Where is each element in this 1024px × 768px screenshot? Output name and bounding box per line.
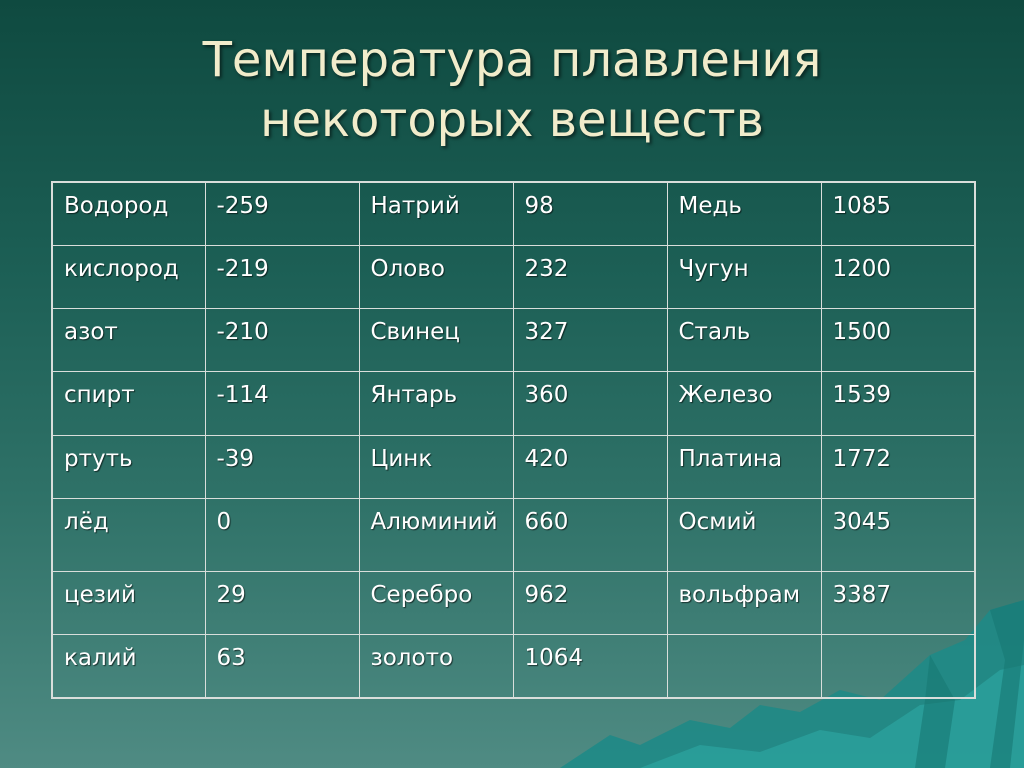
table-cell: 3045 xyxy=(820,497,976,572)
table-cell: кислород xyxy=(51,245,206,310)
title-line-1: Температура плавления xyxy=(202,32,822,88)
table-cell: Медь xyxy=(666,181,822,247)
table-cell: -114 xyxy=(204,371,360,436)
table-cell: Сталь xyxy=(666,308,822,373)
table-cell: -210 xyxy=(204,308,360,373)
table-cell: -219 xyxy=(204,245,360,310)
table-cell: спирт xyxy=(51,371,206,436)
table-cell: Олово xyxy=(358,245,514,310)
table-cell: Платина xyxy=(666,434,822,499)
table-cell xyxy=(666,633,822,699)
table-cell: Янтарь xyxy=(358,371,514,436)
table-cell: 1064 xyxy=(512,633,668,699)
table-row: Водород -259 Натрий 98 Медь 1085 xyxy=(51,181,976,247)
table-cell: Цинк xyxy=(358,434,514,499)
table-cell: 0 xyxy=(204,497,360,572)
table-cell: лёд xyxy=(51,497,206,572)
table-cell: Натрий xyxy=(358,181,514,247)
table-row: ртуть -39 Цинк 420 Платина 1772 xyxy=(51,434,976,499)
table-cell: цезий xyxy=(51,570,206,635)
table-row: лёд 0 Алюминий 660 Осмий 3045 xyxy=(51,497,976,572)
table-cell: Железо xyxy=(666,371,822,436)
table-cell: 98 xyxy=(512,181,668,247)
table-row: цезий 29 Серебро 962 вольфрам 3387 xyxy=(51,570,976,635)
table-cell: 29 xyxy=(204,570,360,635)
table-cell: 3387 xyxy=(820,570,976,635)
table-cell: Серебро xyxy=(358,570,514,635)
table-cell: -259 xyxy=(204,181,360,247)
table-cell: 420 xyxy=(512,434,668,499)
table-cell: -39 xyxy=(204,434,360,499)
table-cell: 360 xyxy=(512,371,668,436)
table-row: спирт -114 Янтарь 360 Железо 1539 xyxy=(51,371,976,436)
table-cell: калий xyxy=(51,633,206,699)
table-cell: 1539 xyxy=(820,371,976,436)
table-cell: вольфрам xyxy=(666,570,822,635)
table-cell: 63 xyxy=(204,633,360,699)
table-row: азот -210 Свинец 327 Сталь 1500 xyxy=(51,308,976,373)
table-cell: 1085 xyxy=(820,181,976,247)
table-cell: ртуть xyxy=(51,434,206,499)
table-cell: 1200 xyxy=(820,245,976,310)
table-cell: золото xyxy=(358,633,514,699)
table-cell: Свинец xyxy=(358,308,514,373)
table-cell: 660 xyxy=(512,497,668,572)
melting-point-table: Водород -259 Натрий 98 Медь 1085 кислоро… xyxy=(51,181,976,699)
table-cell: Чугун xyxy=(666,245,822,310)
table-cell: 232 xyxy=(512,245,668,310)
table-cell: азот xyxy=(51,308,206,373)
table-row: калий 63 золото 1064 xyxy=(51,633,976,699)
table-cell: Осмий xyxy=(666,497,822,572)
table-cell: 962 xyxy=(512,570,668,635)
table-cell: Алюминий xyxy=(358,497,514,572)
slide-title: Температура плавления некоторых веществ xyxy=(0,30,1024,150)
table-cell: 1500 xyxy=(820,308,976,373)
table-cell xyxy=(820,633,976,699)
table-cell: 1772 xyxy=(820,434,976,499)
table-cell: 327 xyxy=(512,308,668,373)
title-line-2: некоторых веществ xyxy=(260,92,764,148)
table-row: кислород -219 Олово 232 Чугун 1200 xyxy=(51,245,976,310)
table-cell: Водород xyxy=(51,181,206,247)
